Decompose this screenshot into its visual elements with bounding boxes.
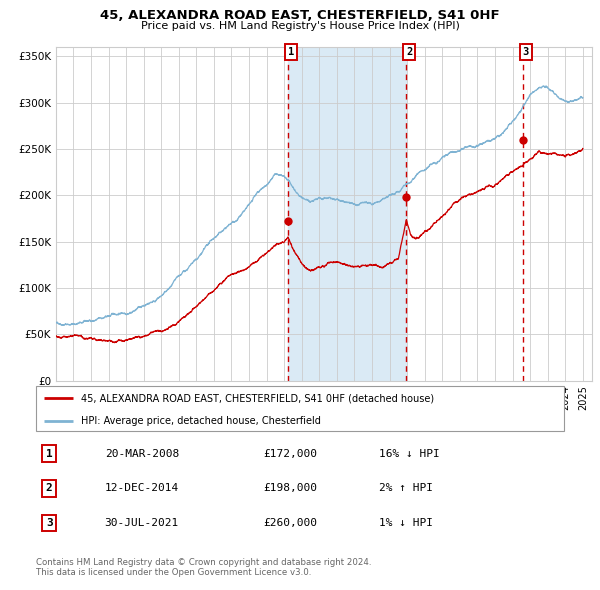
- Text: 2% ↑ HPI: 2% ↑ HPI: [379, 483, 433, 493]
- Text: 3: 3: [46, 518, 53, 528]
- Text: 20-MAR-2008: 20-MAR-2008: [104, 449, 179, 459]
- Text: Price paid vs. HM Land Registry's House Price Index (HPI): Price paid vs. HM Land Registry's House …: [140, 21, 460, 31]
- Bar: [288, 47, 406, 381]
- Text: 2: 2: [406, 47, 413, 57]
- Text: HPI: Average price, detached house, Chesterfield: HPI: Average price, detached house, Ches…: [81, 416, 321, 426]
- Text: £260,000: £260,000: [263, 518, 317, 528]
- Text: 3: 3: [523, 47, 529, 57]
- Text: £198,000: £198,000: [263, 483, 317, 493]
- Text: 45, ALEXANDRA ROAD EAST, CHESTERFIELD, S41 0HF: 45, ALEXANDRA ROAD EAST, CHESTERFIELD, S…: [100, 9, 500, 22]
- Text: 30-JUL-2021: 30-JUL-2021: [104, 518, 179, 528]
- Text: 2: 2: [46, 483, 53, 493]
- Text: 16% ↓ HPI: 16% ↓ HPI: [379, 449, 440, 459]
- Text: Contains HM Land Registry data © Crown copyright and database right 2024.: Contains HM Land Registry data © Crown c…: [36, 558, 371, 566]
- Text: 1: 1: [288, 47, 294, 57]
- Text: 1: 1: [46, 449, 53, 459]
- Text: 12-DEC-2014: 12-DEC-2014: [104, 483, 179, 493]
- Text: 1% ↓ HPI: 1% ↓ HPI: [379, 518, 433, 528]
- Text: This data is licensed under the Open Government Licence v3.0.: This data is licensed under the Open Gov…: [36, 568, 311, 577]
- Text: £172,000: £172,000: [263, 449, 317, 459]
- Text: 45, ALEXANDRA ROAD EAST, CHESTERFIELD, S41 0HF (detached house): 45, ALEXANDRA ROAD EAST, CHESTERFIELD, S…: [81, 394, 434, 404]
